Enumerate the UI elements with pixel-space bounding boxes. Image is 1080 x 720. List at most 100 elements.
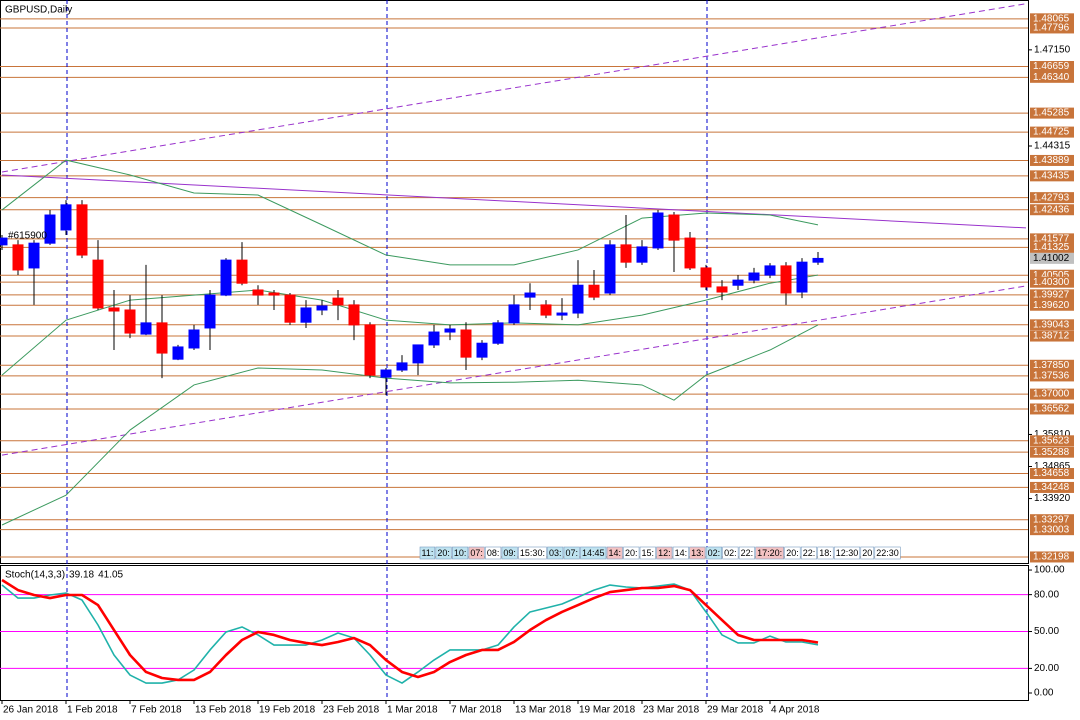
level-label: 1.45285: [1033, 108, 1070, 119]
time-label: 12:30: [836, 548, 859, 558]
candle-body: [0, 237, 8, 246]
candle-body: [156, 322, 168, 354]
level-label-box: [1030, 370, 1074, 382]
candle-body: [188, 329, 200, 349]
last-price-box: [1030, 252, 1074, 264]
level-label: 1.47796: [1033, 23, 1070, 34]
time-label-box: [800, 546, 818, 560]
level-label: 1.46659: [1033, 61, 1070, 72]
candle-body: [748, 272, 760, 281]
level-label: 1.32198: [1033, 552, 1070, 563]
time-label: 08:: [487, 548, 500, 558]
level-label: 1.39927: [1033, 289, 1070, 300]
candle-body: [540, 304, 552, 316]
candle-body: [172, 346, 184, 360]
level-label-box: [1030, 289, 1074, 301]
level-label: 1.35623: [1033, 435, 1070, 446]
trendline: [1, 285, 1027, 456]
candle-body: [588, 284, 600, 298]
time-label-box: [738, 546, 755, 560]
x-tick-label: 23 Feb 2018: [323, 705, 380, 716]
y-tick-label: 20.00: [1034, 663, 1059, 674]
x-tick-label: 19 Mar 2018: [579, 705, 636, 716]
y-tick-label: 1.33920: [1034, 493, 1071, 504]
candle-body: [524, 292, 536, 298]
level-label: 1.33297: [1033, 514, 1070, 525]
level-label-box: [1030, 192, 1074, 204]
candle-body: [812, 257, 824, 263]
time-label-box: [705, 546, 722, 560]
candle-body: [396, 362, 408, 371]
x-tick-label: 23 Mar 2018: [643, 705, 700, 716]
level-label-box: [1030, 446, 1074, 458]
candle-body: [444, 328, 456, 333]
candle-body: [12, 244, 24, 271]
y-tick-label: 1.47150: [1034, 44, 1071, 55]
time-label-box: [672, 546, 689, 560]
time-label-box: [563, 546, 580, 560]
x-tick-label: 7 Mar 2018: [451, 705, 502, 716]
candle-body: [684, 237, 696, 269]
time-label-box: [860, 546, 875, 560]
level-label: 1.37000: [1033, 389, 1070, 400]
level-label-box: [1030, 403, 1074, 415]
level-label: 1.37850: [1033, 360, 1070, 371]
time-label-box: [501, 546, 518, 560]
time-label-box: [817, 546, 834, 560]
candle-body: [364, 324, 376, 376]
candle-body: [508, 304, 520, 324]
x-tick-label: 19 Feb 2018: [259, 705, 316, 716]
y-tick-label: 80.00: [1034, 589, 1059, 600]
level-label-box: [1030, 204, 1074, 216]
candle-body: [460, 329, 472, 358]
time-label-box: [784, 546, 801, 560]
band-line: [1, 324, 819, 526]
level-label: 1.33003: [1033, 524, 1070, 535]
time-label-box: [468, 546, 485, 560]
time-label: 22:30: [876, 548, 899, 558]
time-label-box: [639, 546, 656, 560]
band-line: [1, 159, 819, 266]
trendline: [1, 174, 1027, 229]
level-label-box: [1030, 126, 1074, 138]
time-label-box: [656, 546, 673, 560]
level-label: 1.42793: [1033, 192, 1070, 203]
level-label: 1.44725: [1033, 127, 1070, 138]
candle-body: [732, 279, 744, 286]
candle-body: [668, 214, 680, 241]
level-label-box: [1030, 241, 1074, 253]
time-label-box: [755, 546, 784, 560]
candle-body: [348, 304, 360, 326]
candle-body: [204, 294, 216, 329]
time-label-box: [833, 546, 861, 560]
candle-body: [92, 259, 104, 309]
candle-body: [268, 292, 280, 296]
time-label: 20: [862, 548, 872, 558]
time-label: 14:45: [582, 548, 605, 558]
time-label-box: [623, 546, 640, 560]
level-label: 1.48065: [1033, 13, 1070, 24]
y-tick-label: 1.44315: [1034, 141, 1071, 152]
level-label: 1.38712: [1033, 331, 1070, 342]
level-label: 1.39620: [1033, 300, 1070, 311]
stoch-frame: [0, 565, 1029, 701]
time-label: 13:: [691, 548, 704, 558]
candle-body: [604, 244, 616, 294]
candle-body: [652, 212, 664, 249]
level-label: 1.34658: [1033, 468, 1070, 479]
candle-body: [764, 265, 776, 276]
level-label-box: [1030, 22, 1074, 34]
candle-body: [60, 204, 72, 231]
candle-body: [220, 259, 232, 296]
candle-body: [796, 261, 808, 293]
time-label-box: [606, 546, 623, 560]
time-label: 14:: [675, 548, 688, 558]
level-label: 1.36562: [1033, 404, 1070, 415]
time-label-box: [435, 546, 452, 560]
level-label-box: [1030, 524, 1074, 536]
candle-body: [412, 344, 424, 364]
candle-body: [252, 289, 264, 296]
time-label-box: [547, 546, 564, 560]
indicator-value: 41.05: [98, 570, 123, 581]
candle-body: [316, 305, 328, 311]
